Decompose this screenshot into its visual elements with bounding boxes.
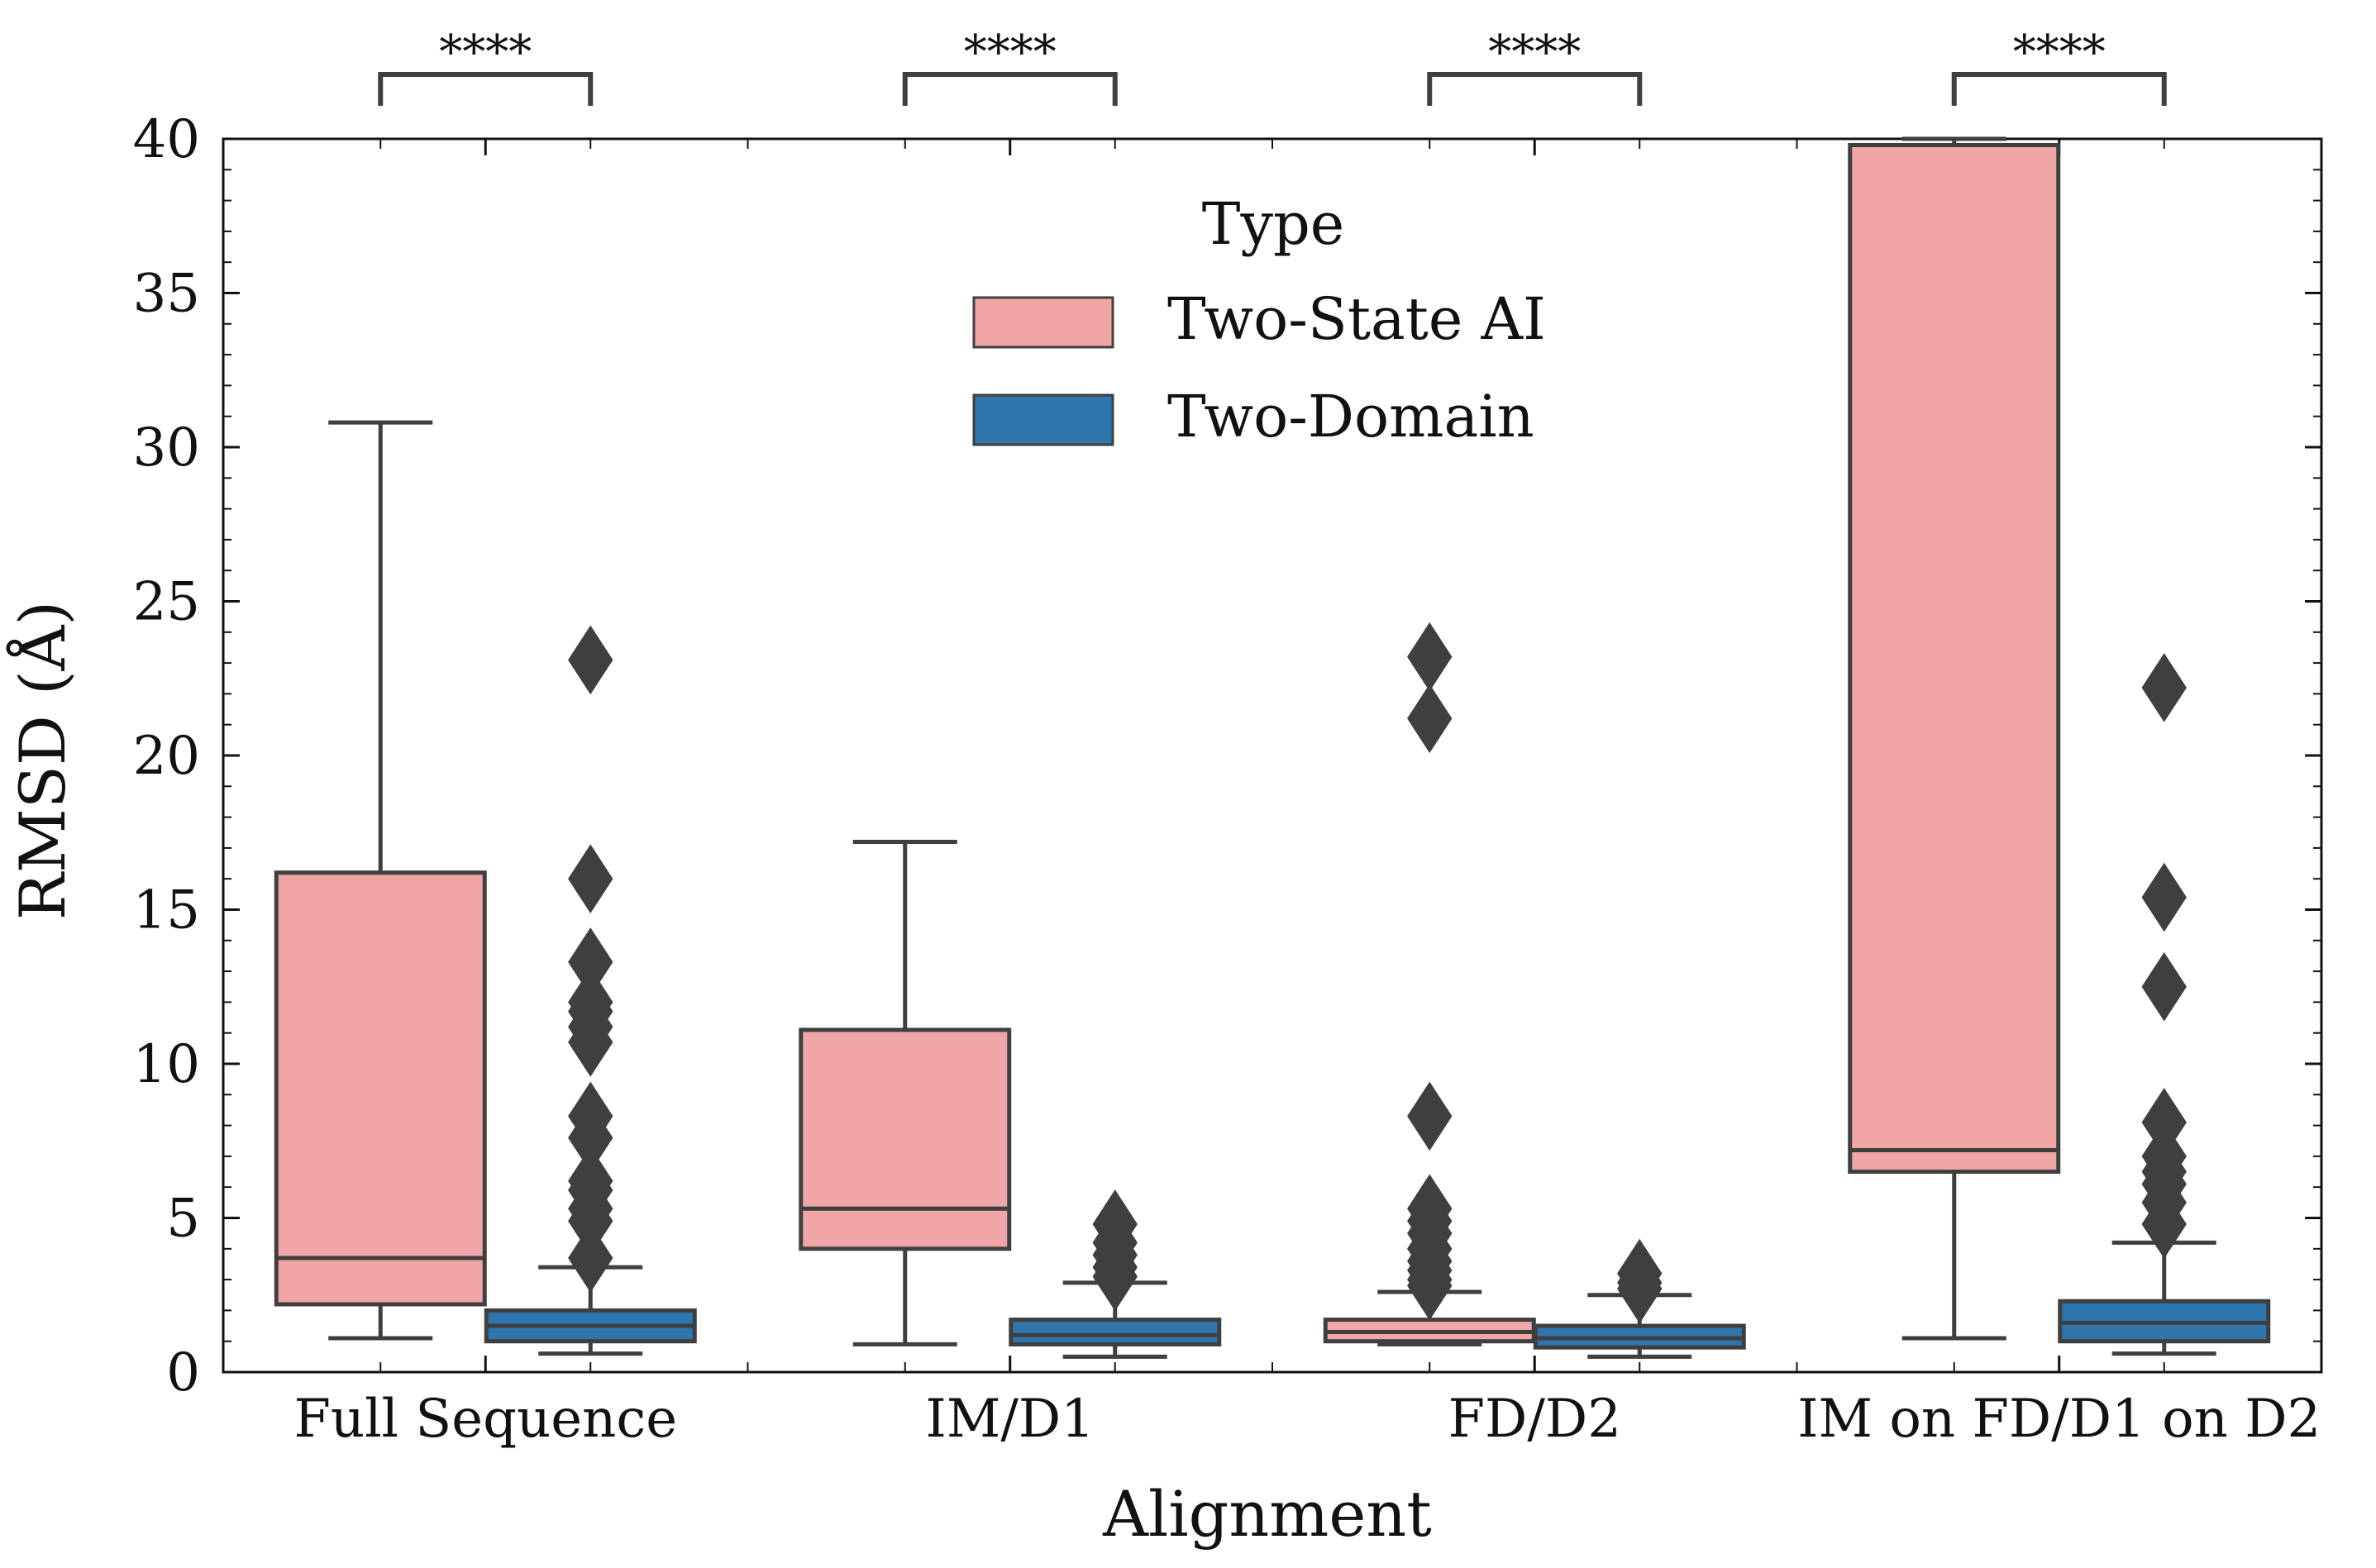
- legend: Type Two-State AI Two-Domain: [972, 190, 1546, 450]
- significance-bracket: [902, 72, 1118, 106]
- legend-label: Two-State AI: [1167, 285, 1546, 353]
- outlier-point: [568, 1223, 613, 1293]
- outlier-point: [1407, 684, 1453, 754]
- box-group: [484, 625, 697, 1356]
- outlier-point: [1617, 1238, 1663, 1308]
- significance-label: ****: [964, 26, 1057, 79]
- outlier-point: [2141, 862, 2187, 932]
- legend-swatch: [972, 393, 1114, 446]
- significance-label: ****: [1488, 26, 1581, 79]
- outlier-point: [1407, 1081, 1453, 1151]
- axis-ticks: 0 5 10 15 20 25 30 35 40 Full Sequence IM/D1 FD/D2 I…: [133, 109, 2321, 1450]
- outlier-point: [2141, 653, 2187, 722]
- significance-label: ****: [439, 26, 532, 79]
- outlier-point: [568, 1146, 613, 1216]
- y-axis-label: RMSD (Å): [5, 601, 79, 920]
- iqr-box: [1009, 1318, 1222, 1346]
- box-group: [1848, 136, 2061, 1341]
- legend-label: Two-Domain: [1167, 383, 1534, 450]
- y-tick-label: 20: [133, 726, 200, 787]
- y-tick-label: 0: [166, 1342, 200, 1404]
- x-tick-label: IM/D1: [926, 1389, 1095, 1450]
- y-tick-label: 10: [133, 1034, 200, 1095]
- box-group: [1009, 1189, 1222, 1359]
- box-group: [1533, 1238, 1746, 1359]
- significance-label: ****: [2013, 26, 2106, 79]
- x-tick-label: Full Sequence: [293, 1389, 677, 1450]
- outlier-point: [2141, 951, 2187, 1022]
- iqr-box: [799, 1027, 1012, 1251]
- box-series: [274, 136, 2271, 1359]
- y-tick-label: 25: [133, 572, 200, 633]
- significance-bracket: [1427, 72, 1643, 106]
- outlier-point: [2141, 1088, 2187, 1157]
- x-axis-label: Alignment: [1102, 1477, 1432, 1551]
- outlier-point: [568, 967, 613, 1037]
- iqr-box: [1848, 142, 2061, 1175]
- outlier-point: [1407, 622, 1453, 692]
- y-tick-label: 30: [133, 417, 200, 479]
- legend-swatch: [972, 296, 1114, 349]
- x-tick-label: FD/D2: [1448, 1389, 1621, 1450]
- box-group: [1323, 622, 1536, 1346]
- legend-title: Type: [1202, 190, 1344, 258]
- box-group: [2058, 653, 2271, 1356]
- outlier-point: [568, 625, 613, 695]
- outlier-point: [568, 927, 613, 997]
- outlier-point: [568, 844, 613, 914]
- box-group: [799, 839, 1012, 1346]
- significance-brackets: **** **** **** ****: [378, 26, 2167, 106]
- y-tick-label: 40: [133, 109, 200, 170]
- box-group: [274, 420, 487, 1341]
- iqr-box: [274, 870, 487, 1307]
- outlier-point: [568, 1081, 613, 1151]
- significance-bracket: [1951, 72, 2167, 106]
- x-tick-label: IM on FD/D1 on D2: [1797, 1389, 2321, 1450]
- significance-bracket: [378, 72, 594, 106]
- y-tick-label: 5: [166, 1189, 200, 1250]
- outlier-point: [1407, 1174, 1453, 1244]
- y-tick-label: 15: [133, 880, 200, 941]
- outlier-point: [1092, 1189, 1138, 1259]
- y-tick-label: 35: [133, 264, 200, 325]
